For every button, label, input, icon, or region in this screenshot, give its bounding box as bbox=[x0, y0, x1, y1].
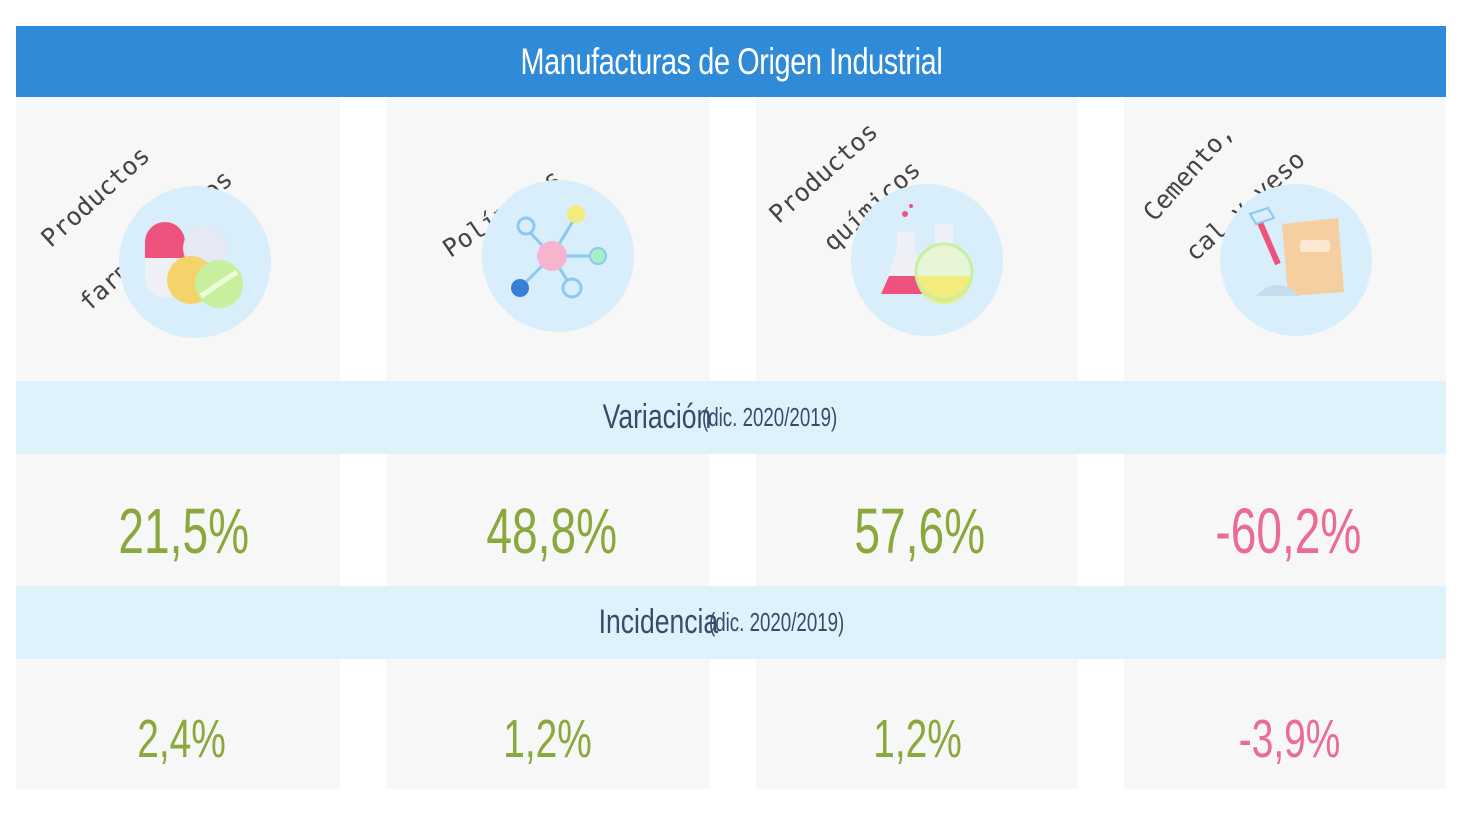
incidencia-value-2-text: 1,2% bbox=[503, 709, 593, 769]
variacion-band: Variación (dic. 2020/2019) bbox=[16, 381, 1446, 454]
molecule-icon bbox=[482, 180, 634, 332]
incidencia-value-3: 1,2% bbox=[756, 708, 1080, 770]
variacion-value-2-text: 48,8% bbox=[486, 495, 618, 567]
pills-icon bbox=[119, 186, 271, 338]
variacion-value-1-text: 21,5% bbox=[118, 495, 250, 567]
variacion-period: (dic. 2020/2019) bbox=[701, 402, 837, 432]
incidencia-band: Incidencia (dic. 2020/2019) bbox=[16, 586, 1446, 659]
page-title-text: Manufacturas de Origen Industrial bbox=[520, 40, 942, 82]
incidencia-value-4-text: -3,9% bbox=[1239, 709, 1341, 769]
incidencia-value-4: -3,9% bbox=[1128, 708, 1452, 770]
variacion-value-4-text: -60,2% bbox=[1214, 495, 1362, 567]
variacion-value-3: 57,6% bbox=[758, 494, 1082, 568]
incidencia-value-2: 1,2% bbox=[386, 708, 710, 770]
incidencia-period: (dic. 2020/2019) bbox=[708, 607, 844, 637]
incidencia-value-1: 2,4% bbox=[20, 708, 344, 770]
variacion-value-3-text: 57,6% bbox=[854, 495, 986, 567]
variacion-value-2: 48,8% bbox=[390, 494, 714, 568]
page-title: Manufacturas de Origen Industrial bbox=[16, 26, 1446, 97]
variacion-value-4: -60,2% bbox=[1126, 494, 1450, 568]
variacion-label: Variación bbox=[603, 398, 712, 436]
cement-bag-icon bbox=[1220, 184, 1372, 336]
variacion-value-1: 21,5% bbox=[22, 494, 346, 568]
incidencia-label: Incidencia bbox=[599, 603, 719, 641]
incidencia-value-1-text: 2,4% bbox=[137, 709, 227, 769]
incidencia-value-3-text: 1,2% bbox=[873, 709, 963, 769]
flask-icon bbox=[851, 184, 1003, 336]
